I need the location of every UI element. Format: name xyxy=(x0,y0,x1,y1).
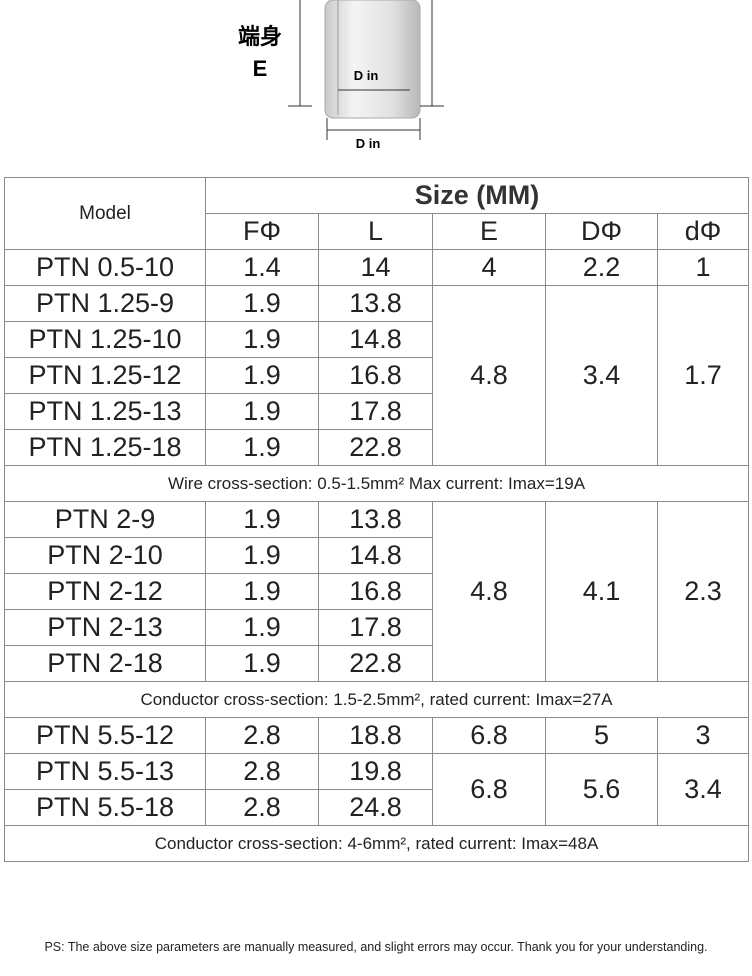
value-cell: 14.8 xyxy=(318,321,433,358)
data-row: PTN 2-18 1.9 22.8 xyxy=(4,645,749,682)
data-row: PTN 1.25-18 1.9 22.8 xyxy=(4,429,749,466)
model-header: Model xyxy=(4,177,206,250)
header-row: FΦ L E DΦ dΦ xyxy=(5,213,750,250)
value-cell: 19.8 xyxy=(318,753,433,790)
shared-cell: 1 xyxy=(656,249,750,286)
value-cell: 1.9 xyxy=(205,645,319,682)
model-cell: PTN 2-12 xyxy=(4,573,206,610)
value-cell: 16.8 xyxy=(318,573,433,610)
model-cell: PTN 1.25-12 xyxy=(4,357,206,394)
diagram: 端身 E D in D in xyxy=(238,0,444,151)
data-row: PTN 2-13 1.9 17.8 xyxy=(4,609,749,646)
data-row: PTN 5.5-13 2.8 19.8 6.8 5.6 3.4 xyxy=(4,753,750,826)
data-row: PTN 0.5-10 1.4 14 4 2.2 1 xyxy=(4,249,750,286)
model-cell: PTN 1.25-18 xyxy=(4,429,206,466)
value-cell: 1.9 xyxy=(205,321,319,358)
dim-label: D in xyxy=(356,136,381,151)
shared-cell: 1.7 xyxy=(656,285,750,466)
shared-cell: 4.8 xyxy=(432,501,546,682)
model-cell: PTN 1.25-9 xyxy=(4,285,206,322)
model-cell: PTN 1.25-13 xyxy=(4,393,206,430)
value-cell: 17.8 xyxy=(318,393,433,430)
value-cell: 1.9 xyxy=(205,573,319,610)
data-row: PTN 2-9 1.9 13.8 4.8 4.1 2.3 xyxy=(4,501,750,682)
value-cell: 1.9 xyxy=(205,285,319,322)
shared-cell: 2.3 xyxy=(656,501,750,682)
shared-cell: 4.1 xyxy=(545,501,658,682)
value-cell: 1.4 xyxy=(205,249,319,286)
column-header: DΦ xyxy=(545,213,658,250)
header-row: Model Size (MM) xyxy=(4,177,750,250)
shared-cell: 5 xyxy=(545,717,658,754)
shared-cell: 6.8 xyxy=(432,717,546,754)
note-row: Conductor cross-section: 4-6mm², rated c… xyxy=(3,825,750,862)
part-label: 端身 xyxy=(238,24,282,49)
value-cell: 2.8 xyxy=(205,789,319,826)
value-cell: 14 xyxy=(318,249,433,286)
data-row: PTN 1.25-10 1.9 14.8 xyxy=(4,321,749,358)
shared-cell: 4 xyxy=(432,249,546,286)
footer-note: PS: The above size parameters are manual… xyxy=(44,940,708,954)
column-header: E xyxy=(432,213,546,250)
value-cell: 1.9 xyxy=(205,429,319,466)
part-letter: E xyxy=(253,56,268,81)
value-cell: 17.8 xyxy=(318,609,433,646)
value-cell: 16.8 xyxy=(318,357,433,394)
model-cell: PTN 1.25-10 xyxy=(4,321,206,358)
column-header: FΦ xyxy=(205,213,319,250)
shared-cell: 3 xyxy=(656,717,750,754)
shared-cell: 2.2 xyxy=(545,249,658,286)
value-cell: 24.8 xyxy=(318,789,433,826)
shared-cell: 6.8 xyxy=(432,753,546,826)
shared-cell: 4.8 xyxy=(432,285,546,466)
terminal-body xyxy=(324,0,421,119)
data-row: PTN 5.5-18 2.8 24.8 xyxy=(4,789,749,826)
data-row: PTN 1.25-9 1.9 13.8 4.8 3.4 1.7 xyxy=(4,285,750,466)
data-row: PTN 2-12 1.9 16.8 xyxy=(4,573,749,610)
model-cell: PTN 2-9 xyxy=(4,501,206,538)
data-row: PTN 1.25-12 1.9 16.8 xyxy=(4,357,749,394)
model-cell: PTN 2-13 xyxy=(4,609,206,646)
model-cell: PTN 5.5-18 xyxy=(4,789,206,826)
value-cell: 2.8 xyxy=(205,717,319,754)
value-cell: 2.8 xyxy=(205,753,319,790)
column-header: dΦ xyxy=(656,213,750,250)
value-cell: 22.8 xyxy=(318,645,433,682)
note-row: Wire cross-section: 0.5-1.5mm² Max curre… xyxy=(3,465,750,502)
value-cell: 13.8 xyxy=(318,285,433,322)
data-row: PTN 2-10 1.9 14.8 xyxy=(4,537,749,574)
table-body: Model Size (MM) FΦ L E DΦ dΦ PTN 0.5-10 1.4 14… xyxy=(3,177,750,862)
value-cell: 22.8 xyxy=(318,429,433,466)
shared-cell: 3.4 xyxy=(545,285,658,466)
shared-cell: 5.6 xyxy=(545,753,658,826)
model-cell: PTN 2-18 xyxy=(4,645,206,682)
note-cell: Conductor cross-section: 1.5-2.5mm², rat… xyxy=(3,681,750,718)
data-row: PTN 1.25-13 1.9 17.8 xyxy=(4,393,749,430)
value-cell: 1.9 xyxy=(205,537,319,574)
note-cell: Conductor cross-section: 4-6mm², rated c… xyxy=(3,825,750,862)
data-row: PTN 5.5-12 2.8 18.8 6.8 5 3 xyxy=(4,717,750,754)
value-cell: 1.9 xyxy=(205,357,319,394)
dim-label: D in xyxy=(354,68,379,83)
model-cell: PTN 5.5-12 xyxy=(4,717,206,754)
value-cell: 18.8 xyxy=(318,717,433,754)
size-table: Model Size (MM) FΦ L E DΦ dΦ PTN 0.5-10 1.4 14… xyxy=(3,177,750,862)
value-cell: 13.8 xyxy=(318,501,433,538)
column-header: L xyxy=(318,213,433,250)
value-cell: 1.9 xyxy=(205,609,319,646)
model-cell: PTN 0.5-10 xyxy=(4,249,206,286)
value-cell: 1.9 xyxy=(205,393,319,430)
model-cell: PTN 5.5-13 xyxy=(4,753,206,790)
value-cell: 14.8 xyxy=(318,537,433,574)
model-cell: PTN 2-10 xyxy=(4,537,206,574)
note-row: Conductor cross-section: 1.5-2.5mm², rat… xyxy=(3,681,750,718)
note-cell: Wire cross-section: 0.5-1.5mm² Max curre… xyxy=(3,465,750,502)
size-header: Size (MM) xyxy=(204,177,750,214)
value-cell: 1.9 xyxy=(205,501,319,538)
shared-cell: 3.4 xyxy=(656,753,750,826)
